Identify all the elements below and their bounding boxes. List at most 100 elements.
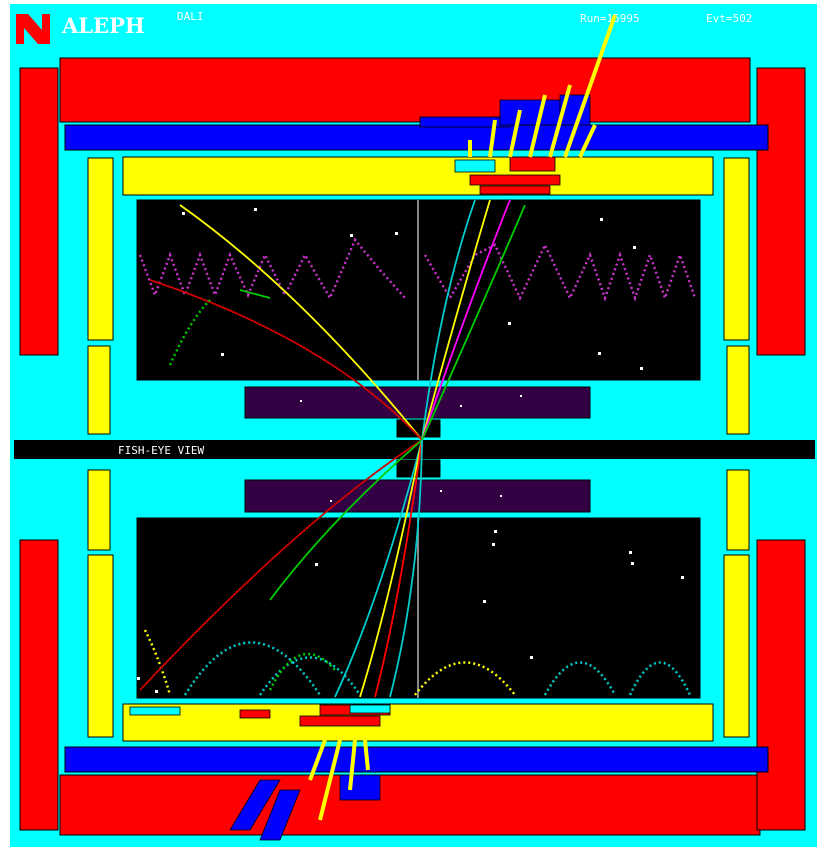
hit xyxy=(330,500,332,502)
hit xyxy=(629,551,632,554)
hit xyxy=(600,218,603,221)
track xyxy=(139,439,423,691)
hit xyxy=(631,562,634,565)
tower xyxy=(499,99,561,126)
track xyxy=(359,439,423,698)
hit xyxy=(640,367,643,370)
tower xyxy=(528,94,547,158)
track xyxy=(421,199,491,441)
tower xyxy=(509,156,556,172)
hit xyxy=(395,232,398,235)
hit xyxy=(494,530,497,533)
track xyxy=(389,439,423,698)
track xyxy=(269,439,423,601)
hit xyxy=(182,212,185,215)
hit-pattern xyxy=(628,661,692,696)
hit xyxy=(681,576,684,579)
hit-pattern xyxy=(138,237,406,301)
track xyxy=(334,439,423,698)
hit xyxy=(530,656,533,659)
hcal-side xyxy=(756,539,806,831)
hcal xyxy=(59,774,761,836)
tower xyxy=(239,709,271,719)
hit xyxy=(520,395,522,397)
coil xyxy=(64,746,769,773)
tower xyxy=(229,779,281,831)
energy-deposits xyxy=(129,94,591,841)
tower xyxy=(479,185,551,195)
tower xyxy=(129,706,181,716)
track xyxy=(374,439,423,698)
hit-pattern xyxy=(423,242,697,302)
tower xyxy=(299,715,381,727)
tower xyxy=(454,159,496,173)
itc xyxy=(244,479,591,513)
hit xyxy=(492,543,495,546)
ecal-side xyxy=(87,345,111,435)
event-number: Evt=502 xyxy=(706,12,752,25)
hit xyxy=(254,208,257,211)
hit xyxy=(598,352,601,355)
ecal-side xyxy=(726,469,750,551)
tower xyxy=(578,124,597,158)
yellow-towers xyxy=(308,14,617,821)
track xyxy=(421,199,476,441)
hit xyxy=(460,405,462,407)
logo-symbol xyxy=(16,14,50,44)
hit xyxy=(315,563,318,566)
ecal-side xyxy=(726,345,750,435)
view-label: FISH-EYE VIEW xyxy=(118,444,204,457)
hit xyxy=(350,234,353,237)
track xyxy=(239,289,271,299)
hcal-side xyxy=(19,539,59,831)
ecal-side xyxy=(87,157,114,341)
tower xyxy=(339,774,381,801)
hit xyxy=(155,690,158,693)
hit xyxy=(440,490,442,492)
program-name: DALI xyxy=(177,10,204,23)
tower xyxy=(563,14,617,158)
header: ALEPH DALI Run=15995 Evt=502 xyxy=(16,10,752,44)
ecal xyxy=(122,156,714,196)
tower xyxy=(488,119,497,158)
hit-pattern xyxy=(143,629,172,696)
detector-top xyxy=(19,57,806,438)
tower xyxy=(548,84,572,158)
tower xyxy=(349,704,391,714)
hit xyxy=(633,246,636,249)
ecal xyxy=(122,703,714,742)
hit xyxy=(300,400,302,402)
hit-pattern xyxy=(258,656,362,696)
hit xyxy=(483,600,486,603)
hcal-side xyxy=(756,67,806,356)
track xyxy=(168,299,211,366)
track xyxy=(149,279,423,441)
hit xyxy=(221,353,224,356)
hit-pattern xyxy=(268,652,336,691)
track xyxy=(421,204,526,441)
run-number: Run=15995 xyxy=(580,12,640,25)
ecal-side xyxy=(723,554,750,738)
track xyxy=(179,204,423,441)
hcal xyxy=(59,57,751,123)
hit xyxy=(137,677,140,680)
logo-text: ALEPH xyxy=(61,13,145,38)
tower xyxy=(259,789,301,841)
coil xyxy=(64,124,769,151)
ecal-side xyxy=(87,554,114,738)
hit xyxy=(500,495,502,497)
hit-pattern xyxy=(414,661,516,696)
tower xyxy=(469,174,561,186)
tower xyxy=(318,739,342,821)
tower xyxy=(308,739,327,781)
ecal-side xyxy=(723,157,750,341)
tower xyxy=(363,739,370,771)
itc xyxy=(244,386,591,419)
hcal-side xyxy=(19,67,59,356)
view-band xyxy=(14,440,815,459)
tower xyxy=(348,739,357,791)
hits xyxy=(137,208,684,693)
tracks xyxy=(139,199,526,698)
